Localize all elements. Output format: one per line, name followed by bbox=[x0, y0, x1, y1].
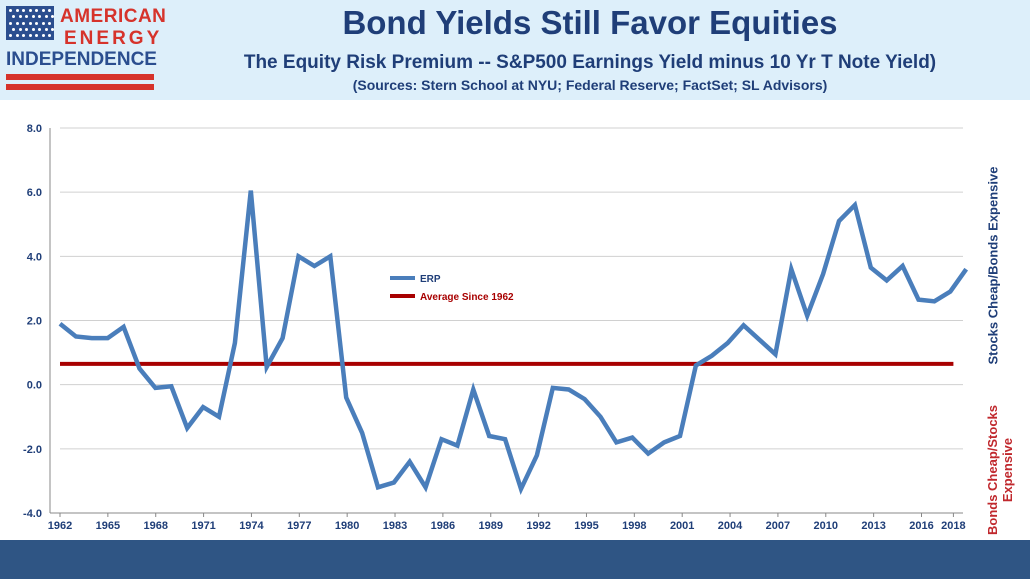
x-tick-label: 1983 bbox=[383, 520, 407, 532]
flag-star-icon bbox=[25, 27, 28, 31]
x-tick-label: 1977 bbox=[287, 520, 311, 532]
x-tick-label: 1974 bbox=[239, 520, 264, 532]
page-subtitle: The Equity Risk Premium -- S&P500 Earnin… bbox=[243, 52, 937, 73]
flag-star-icon bbox=[9, 9, 12, 12]
x-tick-label: 1998 bbox=[622, 520, 646, 532]
flag-star-icon bbox=[41, 21, 45, 25]
flag-star-icon bbox=[28, 34, 32, 38]
footer-bar bbox=[0, 540, 1030, 579]
x-tick-label: 1971 bbox=[191, 520, 215, 532]
x-tick-label: 2013 bbox=[861, 520, 885, 532]
side-label-bonds-cheap-line2: Expensive bbox=[1000, 437, 1015, 503]
flag-star-icon bbox=[25, 15, 28, 19]
x-tick-label: 1965 bbox=[96, 520, 120, 532]
x-tick-label: 1968 bbox=[143, 520, 167, 532]
header-banner: AMERICAN ENERGY INDEPENDENCE Bond Yields… bbox=[0, 0, 1030, 100]
flag-icon bbox=[6, 6, 54, 40]
flag-star-icon bbox=[51, 27, 54, 31]
y-tick-label: 6.0 bbox=[27, 187, 42, 199]
flag-star-icon bbox=[15, 34, 19, 38]
flag-star-icon bbox=[18, 15, 22, 19]
flag-star-icon bbox=[22, 9, 25, 12]
flag-star-icon bbox=[12, 15, 15, 19]
source-note: (Sources: Stern School at NYU; Federal R… bbox=[352, 77, 828, 93]
x-tick-label: 2004 bbox=[718, 520, 743, 532]
flag-star-icon bbox=[31, 15, 35, 19]
flag-star-icon bbox=[31, 27, 35, 31]
flag-star-icon bbox=[38, 15, 41, 19]
flag-star-icon bbox=[48, 21, 51, 25]
flag-star-icon bbox=[28, 21, 32, 25]
legend-label-average: Average Since 1962 bbox=[420, 292, 514, 303]
logo-text-energy: ENERGY bbox=[64, 28, 163, 49]
logo-text-independence: INDEPENDENCE bbox=[6, 49, 157, 70]
side-label-stocks-cheap: Stocks Cheap/Bonds Expensive bbox=[985, 166, 1001, 365]
page-title: Bond Yields Still Favor Equities bbox=[342, 4, 838, 41]
flag-star-icon bbox=[51, 15, 54, 19]
flag-star-icon bbox=[22, 21, 25, 25]
y-tick-label: -2.0 bbox=[23, 444, 42, 456]
flag-star-icon bbox=[22, 34, 25, 38]
flag-star-icon bbox=[18, 27, 22, 31]
x-tick-label: 1992 bbox=[526, 520, 550, 532]
y-tick-label: 8.0 bbox=[27, 123, 42, 135]
logo-stripe bbox=[6, 84, 154, 90]
y-tick-label: 0.0 bbox=[27, 380, 42, 392]
x-tick-label: 2001 bbox=[670, 520, 694, 532]
flag-star-icon bbox=[48, 34, 51, 38]
erp-line-chart: 8.0 6.0 4.0 2.0 0.0 -2.0 -4.0 1962 1965 1968 1971 1… bbox=[23, 123, 969, 532]
flag-star-icon bbox=[41, 9, 45, 12]
flag-star-icon bbox=[41, 34, 45, 38]
y-tick-label: 2.0 bbox=[27, 316, 42, 328]
flag-star-icon bbox=[15, 9, 19, 12]
flag-star-icon bbox=[9, 34, 12, 38]
flag-star-icon bbox=[15, 21, 19, 25]
side-label-bonds-cheap-line1: Bonds Cheap/Stocks bbox=[985, 404, 1000, 536]
legend-label-erp: ERP bbox=[420, 274, 441, 285]
series-line-erp bbox=[58, 190, 969, 496]
x-tick-label: 1995 bbox=[574, 520, 598, 532]
flag-star-icon bbox=[9, 21, 12, 25]
x-tick-label: 2007 bbox=[766, 520, 790, 532]
flag-star-icon bbox=[28, 9, 32, 12]
flag-star-icon bbox=[48, 9, 51, 12]
flag-star-icon bbox=[44, 27, 48, 31]
x-tick-label: 1980 bbox=[335, 520, 359, 532]
x-tick-label: 1986 bbox=[431, 520, 455, 532]
side-label-bonds-cheap: Bonds Cheap/Stocks Expensive bbox=[985, 395, 1015, 545]
logo: AMERICAN ENERGY INDEPENDENCE bbox=[4, 3, 166, 95]
x-tick-label: 2016 bbox=[909, 520, 933, 532]
flag-star-icon bbox=[35, 21, 38, 25]
logo-text-american: AMERICAN bbox=[60, 6, 167, 27]
flag-star-icon bbox=[12, 27, 15, 31]
y-tick-label: 4.0 bbox=[27, 251, 42, 263]
logo-stripe bbox=[6, 74, 154, 80]
x-tick-label: 1962 bbox=[48, 520, 72, 532]
flag-star-icon bbox=[38, 27, 41, 31]
x-tick-label: 2018 bbox=[941, 520, 965, 532]
x-tick-label: 2010 bbox=[814, 520, 838, 532]
y-tick-label: -4.0 bbox=[23, 508, 42, 520]
x-tick-label: 1989 bbox=[479, 520, 503, 532]
flag-star-icon bbox=[44, 15, 48, 19]
flag-star-icon bbox=[35, 34, 38, 38]
flag-star-icon bbox=[35, 9, 38, 12]
